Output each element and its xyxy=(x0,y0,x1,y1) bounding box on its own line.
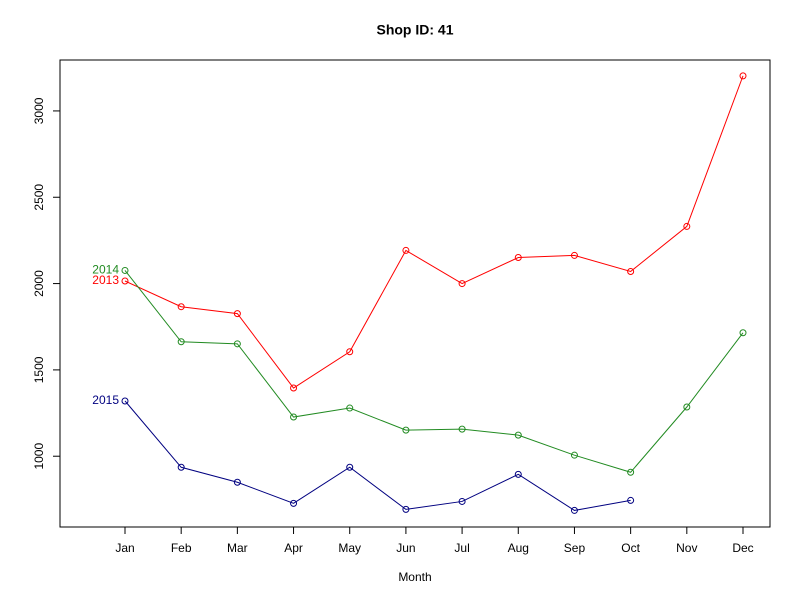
data-point xyxy=(290,384,298,392)
x-tick-label: Jan xyxy=(115,541,134,555)
x-tick-label: Feb xyxy=(171,541,192,555)
series-label: 2014 xyxy=(92,263,119,277)
data-point xyxy=(177,338,185,346)
data-point xyxy=(346,463,354,471)
data-point xyxy=(177,303,185,311)
data-point xyxy=(402,426,410,434)
series-label: 2013 xyxy=(92,273,119,287)
data-point xyxy=(683,222,691,230)
data-point xyxy=(458,497,466,505)
data-point xyxy=(402,246,410,254)
x-tick-label: Nov xyxy=(676,541,697,555)
x-tick-label: Mar xyxy=(227,541,248,555)
x-tick-label: Sep xyxy=(564,541,586,555)
data-point xyxy=(570,506,578,514)
data-point xyxy=(570,451,578,459)
data-point xyxy=(458,425,466,433)
x-tick-label: Dec xyxy=(732,541,753,555)
x-tick-label: Jul xyxy=(454,541,469,555)
data-point xyxy=(570,251,578,259)
data-point xyxy=(627,496,635,504)
data-point xyxy=(683,403,691,411)
plot-frame xyxy=(59,59,771,528)
data-point xyxy=(121,277,129,285)
data-point xyxy=(177,463,185,471)
data-point xyxy=(346,348,354,356)
y-tick-label: 1000 xyxy=(32,443,46,470)
data-point xyxy=(402,505,410,513)
y-tick-label: 1500 xyxy=(32,356,46,383)
y-tick-label: 3000 xyxy=(32,97,46,124)
data-point xyxy=(346,404,354,412)
data-point xyxy=(514,470,522,478)
y-tick-label: 2500 xyxy=(32,184,46,211)
data-point xyxy=(514,254,522,262)
x-tick-label: Aug xyxy=(508,541,529,555)
x-tick-label: Oct xyxy=(621,541,640,555)
data-point xyxy=(121,266,129,274)
series-label: 2015 xyxy=(92,393,119,407)
data-point xyxy=(290,499,298,507)
data-point xyxy=(627,468,635,476)
data-point xyxy=(458,280,466,288)
data-point xyxy=(739,72,747,80)
x-tick-label: May xyxy=(338,541,361,555)
y-tick-label: 2000 xyxy=(32,270,46,297)
data-point xyxy=(514,431,522,439)
series-line xyxy=(124,400,631,511)
x-tick-label: Apr xyxy=(284,541,303,555)
data-point xyxy=(739,329,747,337)
data-point xyxy=(290,413,298,421)
x-tick-label: Jun xyxy=(396,541,415,555)
data-point xyxy=(233,310,241,318)
x-axis-label: Month xyxy=(398,570,431,584)
data-point xyxy=(627,267,635,275)
data-point xyxy=(121,397,129,405)
series-line xyxy=(124,270,744,473)
chart-title: Shop ID: 41 xyxy=(376,22,453,38)
data-point xyxy=(233,478,241,486)
series-line xyxy=(124,75,744,389)
data-point xyxy=(233,340,241,348)
